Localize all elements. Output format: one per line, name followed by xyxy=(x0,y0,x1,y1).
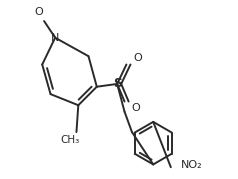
Text: O: O xyxy=(34,7,43,17)
Text: CH₃: CH₃ xyxy=(60,135,79,145)
Text: O: O xyxy=(131,103,140,113)
Text: S: S xyxy=(113,78,122,90)
Text: NO₂: NO₂ xyxy=(181,160,203,170)
Text: O: O xyxy=(133,53,142,63)
Text: N: N xyxy=(51,33,59,43)
